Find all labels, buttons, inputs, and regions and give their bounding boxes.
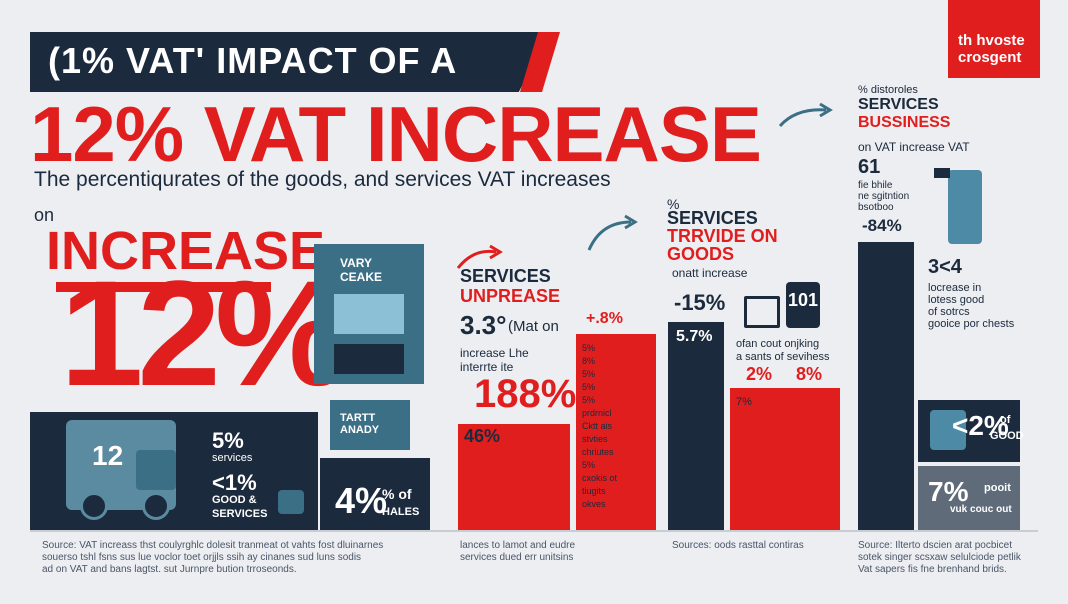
on-label: on [34,205,55,225]
right-value-3: 3<4 [928,256,962,278]
bar-note: okves [582,499,606,509]
footer-divider [30,530,1038,532]
stat2-label-1: GOOD & [212,494,257,506]
right-panel-1-label-1: of [1000,414,1011,426]
rm-value-c: 2% [746,364,773,384]
middle-title-1: SERVICES [460,266,551,286]
right-value-2: -84% [862,216,902,235]
rm-value-d: 8% [796,364,823,384]
right-tall-bar [858,242,914,530]
middle-bar-right-value: +.8% [586,310,623,327]
gift-icon [744,296,780,328]
suitcase-handle-icon [934,168,950,178]
stat3-suffix: % of [382,486,412,502]
building-icon [314,244,424,384]
source-4: Source: Ilterto dscien arat pocbicet sot… [858,540,1021,575]
market-sign: TARTT ANADY [340,412,380,436]
truck-icon [66,420,176,520]
bar-note: stvties [582,434,608,444]
subtitle: The percentiqurates of the goods, and se… [34,168,611,191]
shopping-bag-icon [930,410,966,450]
big-percent: 12% [60,249,348,417]
source-3: Sources: oods rasttal contiras [672,540,804,551]
middle-big-value: 188% [474,372,577,416]
stat2-value: <1% [212,470,257,495]
bar-note: chriutes [582,447,614,457]
right-panel-2-label-1: pooit [984,482,1011,494]
banner-title: (1% VAT' IMPACT OF A [48,40,458,81]
middle-bar-notes: 5% 8% 5% 5% 5% prdrnicl Cktt ais stvties chriute… [582,342,617,511]
arrow-icon-2 [587,214,638,251]
right-panel-2-label-2: vuk couc out [950,504,1012,515]
stat3-value: 4% [335,480,388,521]
bar-note: 5% [582,395,596,405]
right-value-1: 61 [858,156,881,178]
right-panel-1-label-2: GOOD [990,430,1024,442]
middle-desc-2: interrte ite [460,360,514,374]
rm-bar-red [730,388,840,530]
bar-note: cxokis ot [582,473,618,483]
bar-note: Cktt ais [582,421,613,431]
right-desc-3: locrease in lotess good of sotrcs gooice… [928,282,1015,330]
suitcase-icon [948,170,982,244]
luggage-icon [786,282,820,328]
bar-note: 8% [582,356,596,366]
middle-value: 3.3° [460,310,507,340]
rm-title-2: TRRVIDE ON [667,226,778,246]
stat1-value: 5% [212,428,244,453]
bag-icon [278,490,304,514]
rm-desc-2: a sants of sevihess [736,351,830,363]
arrow-icon-3 [778,102,833,128]
source-2: lances to lamot and eudre services dued … [460,540,576,563]
rm-value-e: 7% [736,396,752,408]
brand-line-1: th hvoste [958,32,1025,49]
middle-bar-left [458,424,570,530]
right-desc-1: on VAT increase VAT [858,140,970,154]
right-title-2: BUSSINESS [858,114,951,131]
rm-subtitle: onatt increase [672,266,748,280]
right-panel-2-value: 7% [928,476,969,507]
middle-value-suffix: (Mat on [508,318,559,335]
rm-desc-1: ofan cout onjking [736,338,820,350]
middle-bar-left-value: 46% [464,426,501,446]
source-1: Source: VAT increass thst coulyrghlc dol… [42,540,384,575]
middle-title-2: UNPREASE [460,286,561,306]
bar-note: 5% [582,369,596,379]
rm-value-a: -15% [674,290,726,315]
arrow-icon [456,244,503,269]
bar-note: 5% [582,382,596,392]
right-panel-2 [918,466,1020,530]
bar-note: 5% [582,460,596,470]
building-sign: VARY CEAKE [340,256,383,284]
market-panel [320,458,430,530]
rm-badge: 101 [788,290,819,310]
stat3-label: HALES [382,506,420,518]
rm-title-3: GOODS [667,244,735,264]
rm-title-1: SERVICES [667,208,758,228]
middle-desc-1: increase Lhe [460,346,529,360]
title-banner [30,32,550,92]
right-title-small: % distoroles [858,84,918,96]
market-stall-icon [330,400,410,450]
brand-line-2: crosgent [958,49,1022,66]
right-title-1: SERVICES [858,96,939,113]
bar-note: 5% [582,343,596,353]
brand-logo: th hvoste crosgent [948,0,1040,78]
headline: 12% VAT INCREASE [30,90,762,178]
right-desc-2: fie bhile ne sgitntion bsotboo [858,180,910,213]
rm-bar-navy [668,322,724,530]
stat2-label-2: SERVICES [212,508,268,520]
rm-pct: % [667,196,680,212]
stat1-label: services [212,452,253,464]
bar-note: prdrnicl [582,408,612,418]
bar-note: tiugits [582,486,606,496]
middle-bar-right [576,334,656,530]
increase-label: INCREASE [46,221,326,281]
truck-number: 12 [92,440,124,471]
red-underline [56,282,271,292]
rm-value-b: 5.7% [676,328,713,345]
right-panel-1-value: <2% [952,410,1009,441]
